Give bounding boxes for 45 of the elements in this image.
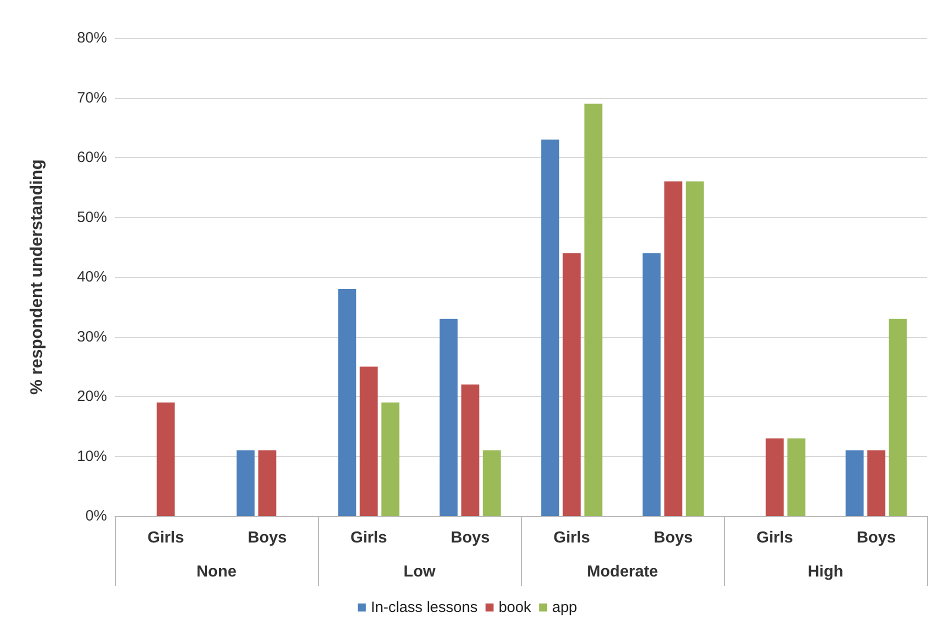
bar [461,384,480,516]
y-tick-label: 20% [76,388,107,405]
legend-label: app [552,599,578,616]
legend-label: In-class lessons [370,599,478,616]
bar [867,450,886,516]
bar [360,366,378,516]
bar [664,181,682,516]
y-tick-label: 70% [76,89,107,106]
x-tick-label: Girls [756,530,794,546]
bar [258,450,276,516]
y-axis-title: % respondent understanding [27,159,46,395]
bar [642,253,661,516]
text: High [808,564,844,580]
x-tick-label: Girls [148,530,184,546]
x-tick-label: Girls [350,530,388,546]
bar [562,253,581,516]
bar [584,104,602,516]
text: Moderate [586,564,658,580]
y-tick-label: 60% [76,149,107,166]
bar [338,288,356,516]
x-tick-label: Boys [248,530,287,546]
bar [381,402,400,516]
bar [156,402,175,516]
bar [482,450,501,516]
bar [236,450,255,516]
legend-label: book [498,599,532,616]
x-tick-label: Boys [856,530,896,546]
bar [541,140,560,516]
bar [686,181,704,516]
bar [846,450,864,516]
x-tick-label: Boys [654,530,693,546]
bar [888,318,907,516]
y-tick-label: 50% [76,208,107,226]
bar [787,438,806,516]
y-tick-label: 10% [76,448,107,465]
x-tick-label: Boys [450,530,490,546]
y-tick-label: 40% [76,268,107,286]
y-tick-label: 30% [76,328,107,346]
text: None [196,564,237,580]
bar [766,438,784,516]
x-tick-label: Girls [554,530,590,546]
bar [440,318,458,516]
y-tick-label: 0% [85,508,107,524]
y-tick-label: 80% [76,30,107,46]
text: Low [404,564,436,580]
